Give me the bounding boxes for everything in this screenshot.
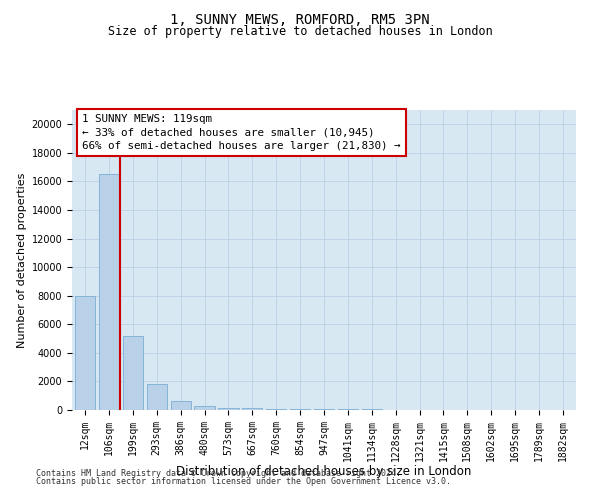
- X-axis label: Distribution of detached houses by size in London: Distribution of detached houses by size …: [176, 465, 472, 478]
- Bar: [290, 408, 310, 410]
- Bar: [170, 402, 191, 410]
- Text: Contains public sector information licensed under the Open Government Licence v3: Contains public sector information licen…: [36, 477, 451, 486]
- Bar: [75, 296, 95, 410]
- Bar: [194, 406, 215, 410]
- Text: Size of property relative to detached houses in London: Size of property relative to detached ho…: [107, 25, 493, 38]
- Bar: [266, 408, 286, 410]
- Bar: [314, 409, 334, 410]
- Y-axis label: Number of detached properties: Number of detached properties: [17, 172, 28, 348]
- Text: 1 SUNNY MEWS: 119sqm
← 33% of detached houses are smaller (10,945)
66% of semi-d: 1 SUNNY MEWS: 119sqm ← 33% of detached h…: [82, 114, 401, 151]
- Text: 1, SUNNY MEWS, ROMFORD, RM5 3PN: 1, SUNNY MEWS, ROMFORD, RM5 3PN: [170, 12, 430, 26]
- Text: Contains HM Land Registry data © Crown copyright and database right 2024.: Contains HM Land Registry data © Crown c…: [36, 468, 401, 477]
- Bar: [242, 408, 262, 410]
- Bar: [218, 408, 239, 410]
- Bar: [338, 409, 358, 410]
- Bar: [146, 384, 167, 410]
- Bar: [123, 336, 143, 410]
- Bar: [99, 174, 119, 410]
